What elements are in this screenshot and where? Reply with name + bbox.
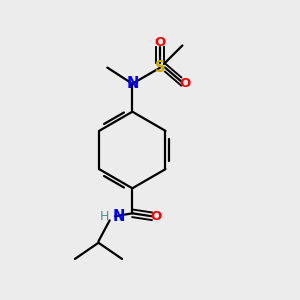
Text: O: O bbox=[150, 210, 161, 223]
Text: O: O bbox=[180, 77, 191, 90]
Text: S: S bbox=[155, 60, 166, 75]
Text: N: N bbox=[112, 209, 125, 224]
Text: O: O bbox=[155, 36, 166, 49]
Text: N: N bbox=[126, 76, 139, 91]
Text: H: H bbox=[99, 210, 109, 223]
